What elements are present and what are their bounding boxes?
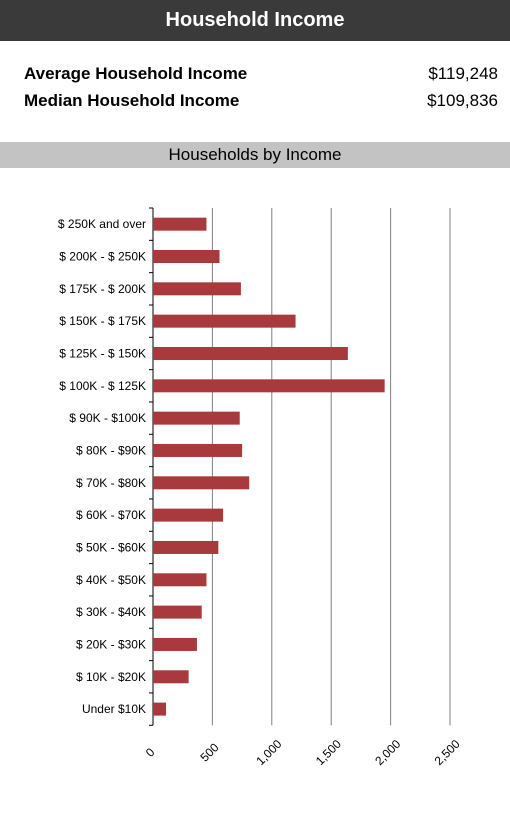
category-label: $ 60K - $70K xyxy=(76,508,146,522)
bar xyxy=(153,702,167,716)
category-label: $ 30K - $40K xyxy=(76,605,146,619)
x-tick-label: 2,500 xyxy=(432,737,463,768)
bar xyxy=(153,314,296,328)
category-label: $ 40K - $50K xyxy=(76,573,146,587)
category-label: $ 20K - $30K xyxy=(76,637,146,651)
bar xyxy=(153,249,220,263)
category-label: $ 80K - $90K xyxy=(76,443,146,457)
average-income-label: Average Household Income xyxy=(24,64,248,83)
bar xyxy=(153,637,197,651)
income-bar-chart: 0 500 1,000 1,500 2,000 2,500 $ 250K and over $… xyxy=(58,207,463,768)
page-title: Household Income xyxy=(165,9,345,31)
category-label: $ 70K - $80K xyxy=(76,476,146,490)
x-tick-label: 1,000 xyxy=(253,737,284,768)
bar xyxy=(153,476,250,490)
bar xyxy=(153,540,219,554)
bar xyxy=(153,379,385,393)
category-label: $ 90K - $100K xyxy=(69,411,146,425)
category-label: $ 100K - $ 125K xyxy=(59,379,146,393)
category-label: $ 175K - $ 200K xyxy=(59,282,146,296)
bar xyxy=(153,605,202,619)
bar xyxy=(153,443,243,457)
category-label: $ 200K - $ 250K xyxy=(59,249,146,263)
bar xyxy=(153,573,207,587)
bar xyxy=(153,346,348,360)
category-label: $ 50K - $60K xyxy=(76,540,146,554)
average-income-value: $119,248 xyxy=(428,64,498,83)
category-label: $ 150K - $ 175K xyxy=(59,314,146,328)
bar xyxy=(153,217,207,231)
x-tick-label: 2,000 xyxy=(372,737,403,768)
category-label: $ 250K and over xyxy=(58,217,146,231)
category-label: Under $10K xyxy=(82,702,146,716)
category-label: $ 10K - $20K xyxy=(76,670,146,684)
median-income-label: Median Household Income xyxy=(24,91,240,110)
x-tick-label: 500 xyxy=(198,740,222,764)
bar xyxy=(153,508,224,522)
median-income-value: $109,836 xyxy=(427,91,498,110)
category-label: $ 125K - $ 150K xyxy=(59,346,146,360)
bar xyxy=(153,411,240,425)
bar xyxy=(153,670,189,684)
x-tick-label: 0 xyxy=(143,745,158,760)
header-bar: Household Income xyxy=(0,0,510,41)
average-income-row: Average Household Income $119,248 xyxy=(24,64,498,84)
section-header: Households by Income xyxy=(0,142,510,168)
median-income-row: Median Household Income $109,836 xyxy=(24,91,498,111)
bar xyxy=(153,282,241,296)
x-tick-label: 1,500 xyxy=(313,737,344,768)
section-title: Households by Income xyxy=(168,145,342,164)
